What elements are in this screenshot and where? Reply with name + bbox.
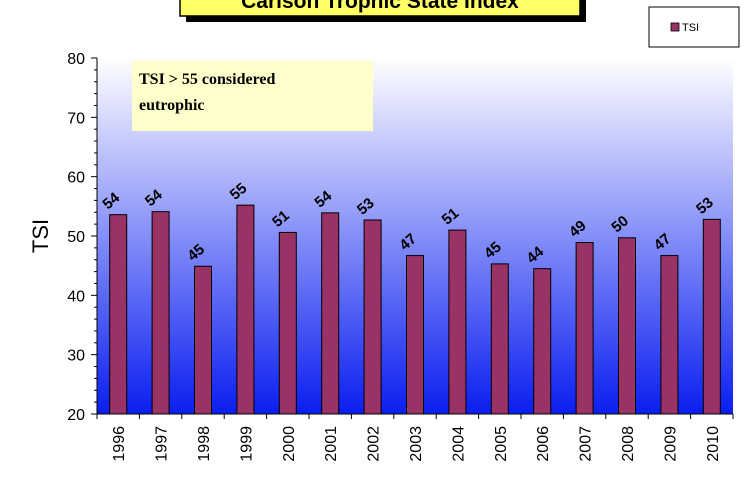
- title-box: [179, 0, 581, 17]
- bar: [109, 214, 128, 415]
- x-tick-label: 1996: [111, 426, 128, 462]
- bar: [660, 255, 679, 415]
- annotation-line-1: TSI > 55 considered: [139, 71, 276, 88]
- chart-title: Carlson Trophic State Index: [241, 0, 519, 13]
- legend-label: TSI: [682, 22, 699, 34]
- legend: [648, 6, 740, 48]
- y-tick-label: 30: [67, 348, 85, 365]
- y-tick-label: 40: [67, 288, 85, 305]
- bar: [618, 237, 636, 415]
- bar: [236, 204, 255, 415]
- x-tick-label: 1997: [154, 426, 171, 462]
- x-tick-label: 1999: [238, 426, 255, 462]
- bar: [490, 263, 509, 415]
- x-tick-label: 2006: [535, 426, 552, 462]
- x-tick-label: 2003: [408, 426, 425, 462]
- y-tick-label: 20: [67, 407, 85, 424]
- y-axis-label: TSI: [28, 219, 53, 253]
- bar: [448, 229, 467, 415]
- annotation-line-2: eutrophic: [139, 97, 204, 114]
- x-tick-label: 2004: [450, 426, 467, 462]
- bar: [321, 212, 340, 415]
- bar: [151, 211, 170, 415]
- x-tick-label: 1998: [196, 426, 213, 462]
- bars-group: [109, 204, 721, 415]
- x-tick-label: 2009: [662, 426, 679, 462]
- bar: [533, 268, 552, 415]
- x-tick-label: 2002: [366, 426, 383, 462]
- bar: [406, 255, 424, 415]
- y-tick-label: 80: [67, 51, 85, 68]
- x-tick-label: 2005: [493, 426, 510, 462]
- x-tick-label: 2001: [323, 426, 340, 462]
- y-tick-label: 70: [67, 110, 85, 127]
- bar: [194, 265, 212, 415]
- x-tick-label: 2010: [705, 426, 722, 462]
- legend-swatch: [670, 22, 680, 32]
- x-tick-label: 2007: [578, 426, 595, 462]
- y-tick-label: 60: [67, 170, 85, 187]
- bar: [575, 242, 594, 415]
- annotation-box: [132, 61, 373, 131]
- y-tick-label: 50: [67, 229, 85, 246]
- bar: [702, 218, 721, 415]
- bar: [363, 219, 382, 415]
- x-tick-label: 2008: [620, 426, 637, 462]
- x-tick-label: 2000: [281, 426, 298, 462]
- bar: [278, 231, 297, 415]
